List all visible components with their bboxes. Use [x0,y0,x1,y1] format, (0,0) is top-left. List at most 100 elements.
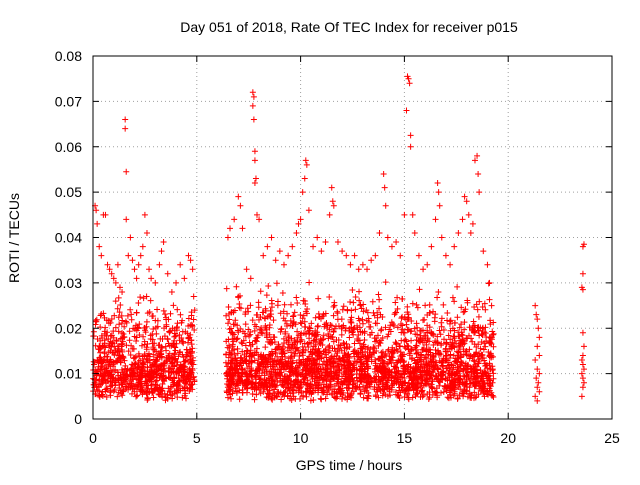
dense-data-point [143,293,150,300]
dense-data-point [98,358,105,365]
dense-data-point [482,370,489,377]
dense-data-point [157,335,164,342]
dense-data-point [359,316,366,323]
data-point [247,275,254,282]
dense-data-point [454,395,461,402]
dense-data-point [278,325,285,332]
dense-data-point [359,352,366,359]
dense-data-point [459,379,466,386]
data-point [580,241,587,248]
data-point [189,266,196,273]
data-point [250,93,257,100]
dense-data-point [177,377,184,384]
dense-data-point [249,391,256,398]
dense-data-point [363,307,370,314]
dense-data-point [327,369,334,376]
dense-data-point [327,322,334,329]
dense-data-point [146,309,153,316]
data-point [451,243,458,250]
dense-data-point [309,364,316,371]
data-point [131,266,138,273]
dense-data-point [181,363,188,370]
data-point [123,216,130,223]
data-point [135,261,142,268]
dense-data-point [130,355,137,362]
data-point [330,202,337,209]
dense-data-point [268,304,275,311]
data-point [173,279,180,286]
dense-data-point [223,338,230,345]
dense-data-point [93,318,100,325]
dense-data-point [115,345,122,352]
dense-data-point [460,388,467,395]
dense-data-point [345,381,352,388]
dense-data-point [287,301,294,308]
dense-data-point [488,389,495,396]
dense-data-point [278,356,285,363]
dense-data-point [241,351,248,358]
dense-data-point [185,359,192,366]
dense-data-point [478,375,485,382]
data-point [328,184,335,191]
dense-data-point [414,390,421,397]
data-point [334,239,341,246]
dense-data-point [189,365,196,372]
data-point [401,211,408,218]
dense-data-point [466,384,473,391]
data-point [133,275,140,282]
dense-data-point [120,355,127,362]
dense-data-point [444,309,451,316]
dense-data-point [229,378,236,385]
dense-data-point [452,371,459,378]
dense-data-point [166,374,173,381]
dense-data-point [299,367,306,374]
data-point [534,366,541,373]
data-point [471,157,478,164]
dense-data-point [416,286,423,293]
dense-data-point [421,364,428,371]
dense-data-point [117,359,124,366]
dense-data-point [425,361,432,368]
dense-data-point [443,384,450,391]
dense-data-point [365,392,372,399]
data-point [455,229,462,236]
dense-data-point [384,333,391,340]
dense-data-point [466,324,473,331]
dense-data-point [454,283,461,290]
data-points [90,73,587,404]
data-point [98,252,105,259]
dense-data-point [313,375,320,382]
dense-data-point [449,294,456,301]
dense-data-point [115,294,122,301]
data-point [301,175,308,182]
dense-data-point [360,394,367,401]
dense-data-point [317,395,324,402]
dense-data-point [124,366,131,373]
dense-data-point [302,374,309,381]
dense-data-point [225,359,232,366]
data-point [351,252,358,259]
dense-data-point [283,320,290,327]
dense-data-point [353,374,360,381]
dense-data-point [381,386,388,393]
dense-data-point [393,369,400,376]
dense-data-point [477,345,484,352]
dense-data-point [102,324,109,331]
dense-data-point [411,370,418,377]
dense-data-point [113,337,120,344]
data-point [579,286,586,293]
dense-data-point [488,354,495,361]
dense-data-point [429,353,436,360]
data-point [231,216,238,223]
data-point [486,279,493,286]
data-point [536,370,543,377]
dense-data-point [114,357,121,364]
dense-data-point [371,312,378,319]
dense-data-point [121,323,128,330]
dense-data-point [413,301,420,308]
dense-data-point [132,383,139,390]
dense-data-point [131,361,138,368]
dense-data-point [95,359,102,366]
dense-data-point [249,351,256,358]
dense-data-point [417,338,424,345]
